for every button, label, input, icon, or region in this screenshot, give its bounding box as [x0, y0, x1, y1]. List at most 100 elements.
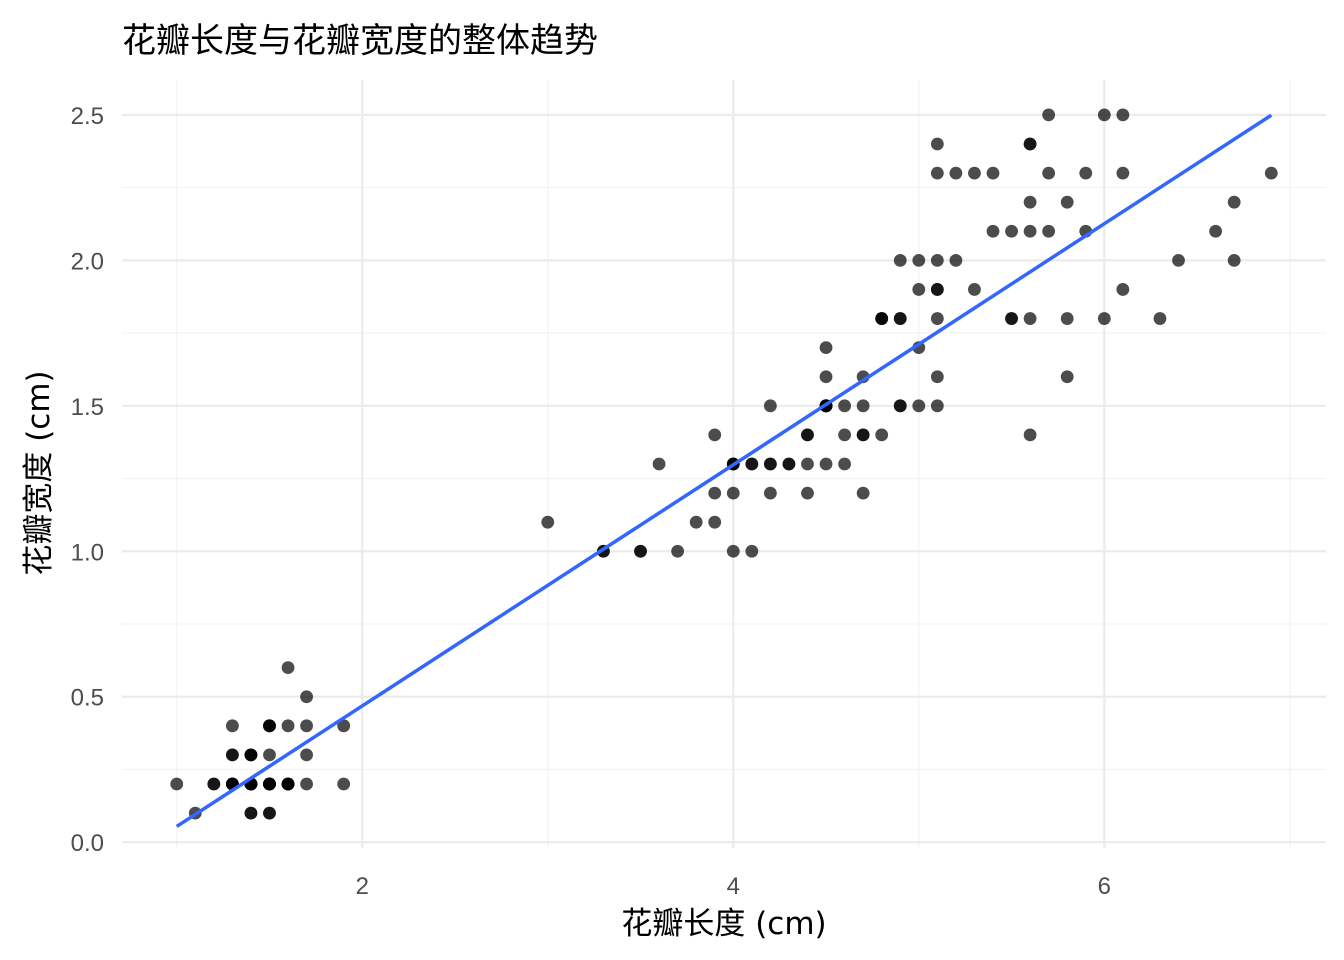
y-tick-label-2: 1.0: [71, 539, 104, 566]
data-point-92: [726, 486, 740, 500]
data-point-139: [986, 224, 1000, 238]
data-point-82: [708, 486, 722, 500]
data-point-64: [652, 457, 666, 471]
data-point-19: [263, 748, 276, 762]
data-point-54: [838, 399, 851, 413]
data-point-62: [726, 544, 740, 558]
data-point-99: [745, 457, 759, 471]
data-point-46: [281, 777, 295, 791]
data-point-41: [225, 748, 239, 762]
data-point-98: [541, 515, 555, 529]
data-point-107: [1153, 312, 1167, 325]
data-point-127: [893, 312, 907, 325]
y-tick-label-0: 0.0: [71, 830, 104, 857]
data-point-22: [170, 777, 184, 791]
data-point-112: [1005, 224, 1018, 238]
data-point-129: [1060, 370, 1074, 384]
data-point-31: [263, 719, 276, 733]
data-point-45: [244, 748, 258, 762]
data-point-117: [1227, 195, 1241, 209]
data-point-109: [1116, 108, 1130, 122]
data-point-148: [986, 166, 1000, 180]
data-point-90: [801, 486, 814, 500]
data-point-140: [1023, 137, 1037, 151]
data-point-37: [244, 806, 258, 820]
axis-ticks: 2 4 6 0.0 0.5 1.0 1.5 2.0 2.5: [71, 103, 1111, 900]
chart-title: 花瓣长度与花瓣宽度的整体趋势: [122, 21, 598, 61]
trend-line: [175, 113, 1273, 828]
data-point-134: [1023, 428, 1037, 442]
data-point-83: [930, 370, 944, 384]
data-point-149: [930, 312, 944, 325]
data-point-24: [337, 777, 351, 791]
y-tick-label-5: 2.5: [71, 103, 104, 130]
data-point-63: [856, 428, 870, 442]
data-point-120: [1042, 166, 1056, 180]
data-point-76: [875, 428, 889, 442]
data-point-138: [875, 312, 889, 325]
data-point-87: [801, 457, 814, 471]
data-point-59: [708, 428, 722, 442]
data-point-73: [856, 486, 870, 500]
data-point-32: [263, 806, 276, 820]
data-point-69: [708, 515, 722, 529]
data-point-80: [689, 515, 703, 529]
data-point-23: [300, 690, 313, 704]
data-point-72: [893, 399, 907, 413]
data-point-106: [819, 341, 833, 355]
data-point-141: [930, 166, 944, 180]
data-point-44: [337, 719, 351, 733]
data-point-132: [1023, 195, 1037, 209]
data-point-81: [671, 544, 685, 558]
data-point-121: [893, 253, 907, 267]
data-point-43: [281, 661, 295, 675]
data-point-105: [1209, 224, 1223, 238]
data-point-26: [281, 719, 295, 733]
data-point-20: [300, 777, 313, 791]
y-axis-title: 花瓣宽度 (cm): [21, 370, 57, 575]
data-point-18: [300, 748, 313, 762]
data-point-104: [1060, 195, 1074, 209]
data-point-146: [912, 283, 926, 296]
y-tick-label-3: 1.5: [71, 394, 104, 421]
data-point-131: [1172, 253, 1185, 267]
data-point-55: [819, 457, 833, 471]
data-point-115: [968, 166, 981, 180]
data-point-58: [838, 457, 851, 471]
data-point-114: [930, 137, 944, 151]
data-point-86: [856, 399, 870, 413]
data-point-147: [949, 253, 963, 267]
data-point-103: [1023, 312, 1037, 325]
data-point-145: [949, 166, 963, 180]
y-tick-label-1: 0.5: [71, 685, 104, 712]
data-point-137: [1005, 312, 1018, 325]
data-point-118: [1264, 166, 1278, 180]
data-point-142: [930, 283, 944, 296]
x-tick-label-2: 6: [1098, 873, 1111, 900]
data-point-95: [763, 486, 777, 500]
data-point-79: [634, 544, 647, 558]
x-tick-label-1: 4: [727, 873, 740, 900]
data-point-16: [225, 719, 239, 733]
data-point-85: [819, 370, 833, 384]
data-point-75: [801, 428, 814, 442]
data-point-122: [1227, 253, 1241, 267]
data-point-113: [912, 253, 926, 267]
data-point-96: [763, 457, 777, 471]
data-point-91: [838, 428, 851, 442]
data-point-35: [207, 777, 221, 791]
data-point-135: [1116, 166, 1130, 180]
grid: [122, 80, 1326, 848]
data-points: [170, 108, 1278, 820]
data-point-61: [763, 399, 777, 413]
data-point-124: [1042, 224, 1056, 238]
data-point-111: [968, 283, 981, 296]
data-point-108: [1060, 312, 1074, 325]
data-point-130: [1116, 283, 1130, 296]
data-point-48: [263, 777, 276, 791]
trend-line-group: [175, 113, 1273, 828]
data-point-128: [1023, 224, 1037, 238]
y-tick-label-4: 2.0: [71, 248, 104, 275]
